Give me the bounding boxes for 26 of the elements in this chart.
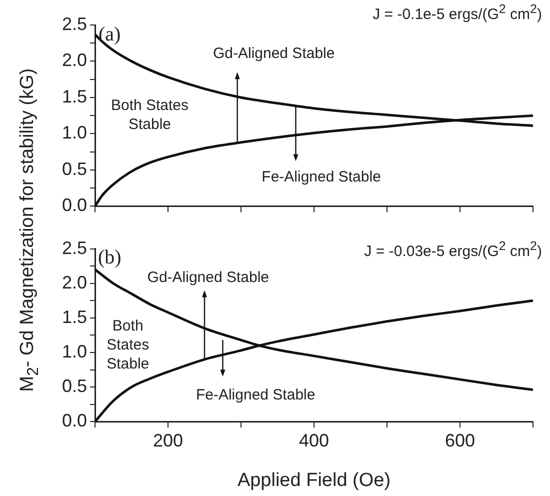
annotation: Fe-Aligned Stable bbox=[196, 386, 316, 404]
y-tick-label: 1.0 bbox=[62, 341, 87, 362]
chart-title: J = -0.03e-5 ergs/(G$^{2}$ cm$^{2}$) bbox=[364, 239, 542, 260]
y-tick-label: 2.0 bbox=[62, 50, 87, 70]
chart-title: J = -0.1e-5 ergs/(G$^{2}$ cm$^{2}$) bbox=[372, 2, 542, 23]
annotation: Both States Stable bbox=[106, 318, 150, 373]
annotation: Both States Stable bbox=[110, 97, 189, 134]
y-tick-label: 0.5 bbox=[62, 158, 87, 179]
y-tick-label: 0.5 bbox=[62, 376, 87, 396]
annotation: Gd-Aligned Stable bbox=[212, 45, 335, 62]
x-tick-label: 600 bbox=[444, 430, 476, 450]
annotation: Gd-Aligned Stable bbox=[147, 268, 270, 286]
y-tick-label: 1.5 bbox=[62, 306, 87, 327]
x-tick-label: 200 bbox=[152, 430, 184, 450]
y-tick-label: 2.5 bbox=[62, 238, 87, 258]
x-tick-label: 400 bbox=[298, 430, 330, 450]
y-tick-label: 1.5 bbox=[62, 86, 87, 106]
y-tick-label: 0.0 bbox=[62, 410, 87, 431]
y-tick-label: 1.0 bbox=[62, 122, 87, 143]
x-axis-title: Applied Field (Oe) bbox=[237, 470, 391, 491]
y-tick-label: 0.0 bbox=[62, 195, 87, 216]
y-tick-label: 2.5 bbox=[62, 14, 87, 34]
annotation: Fe-Aligned Stable bbox=[262, 168, 381, 186]
annotation: (b) bbox=[98, 246, 122, 269]
y-tick-label: 2.0 bbox=[62, 272, 87, 292]
annotation: (a) bbox=[98, 23, 121, 46]
